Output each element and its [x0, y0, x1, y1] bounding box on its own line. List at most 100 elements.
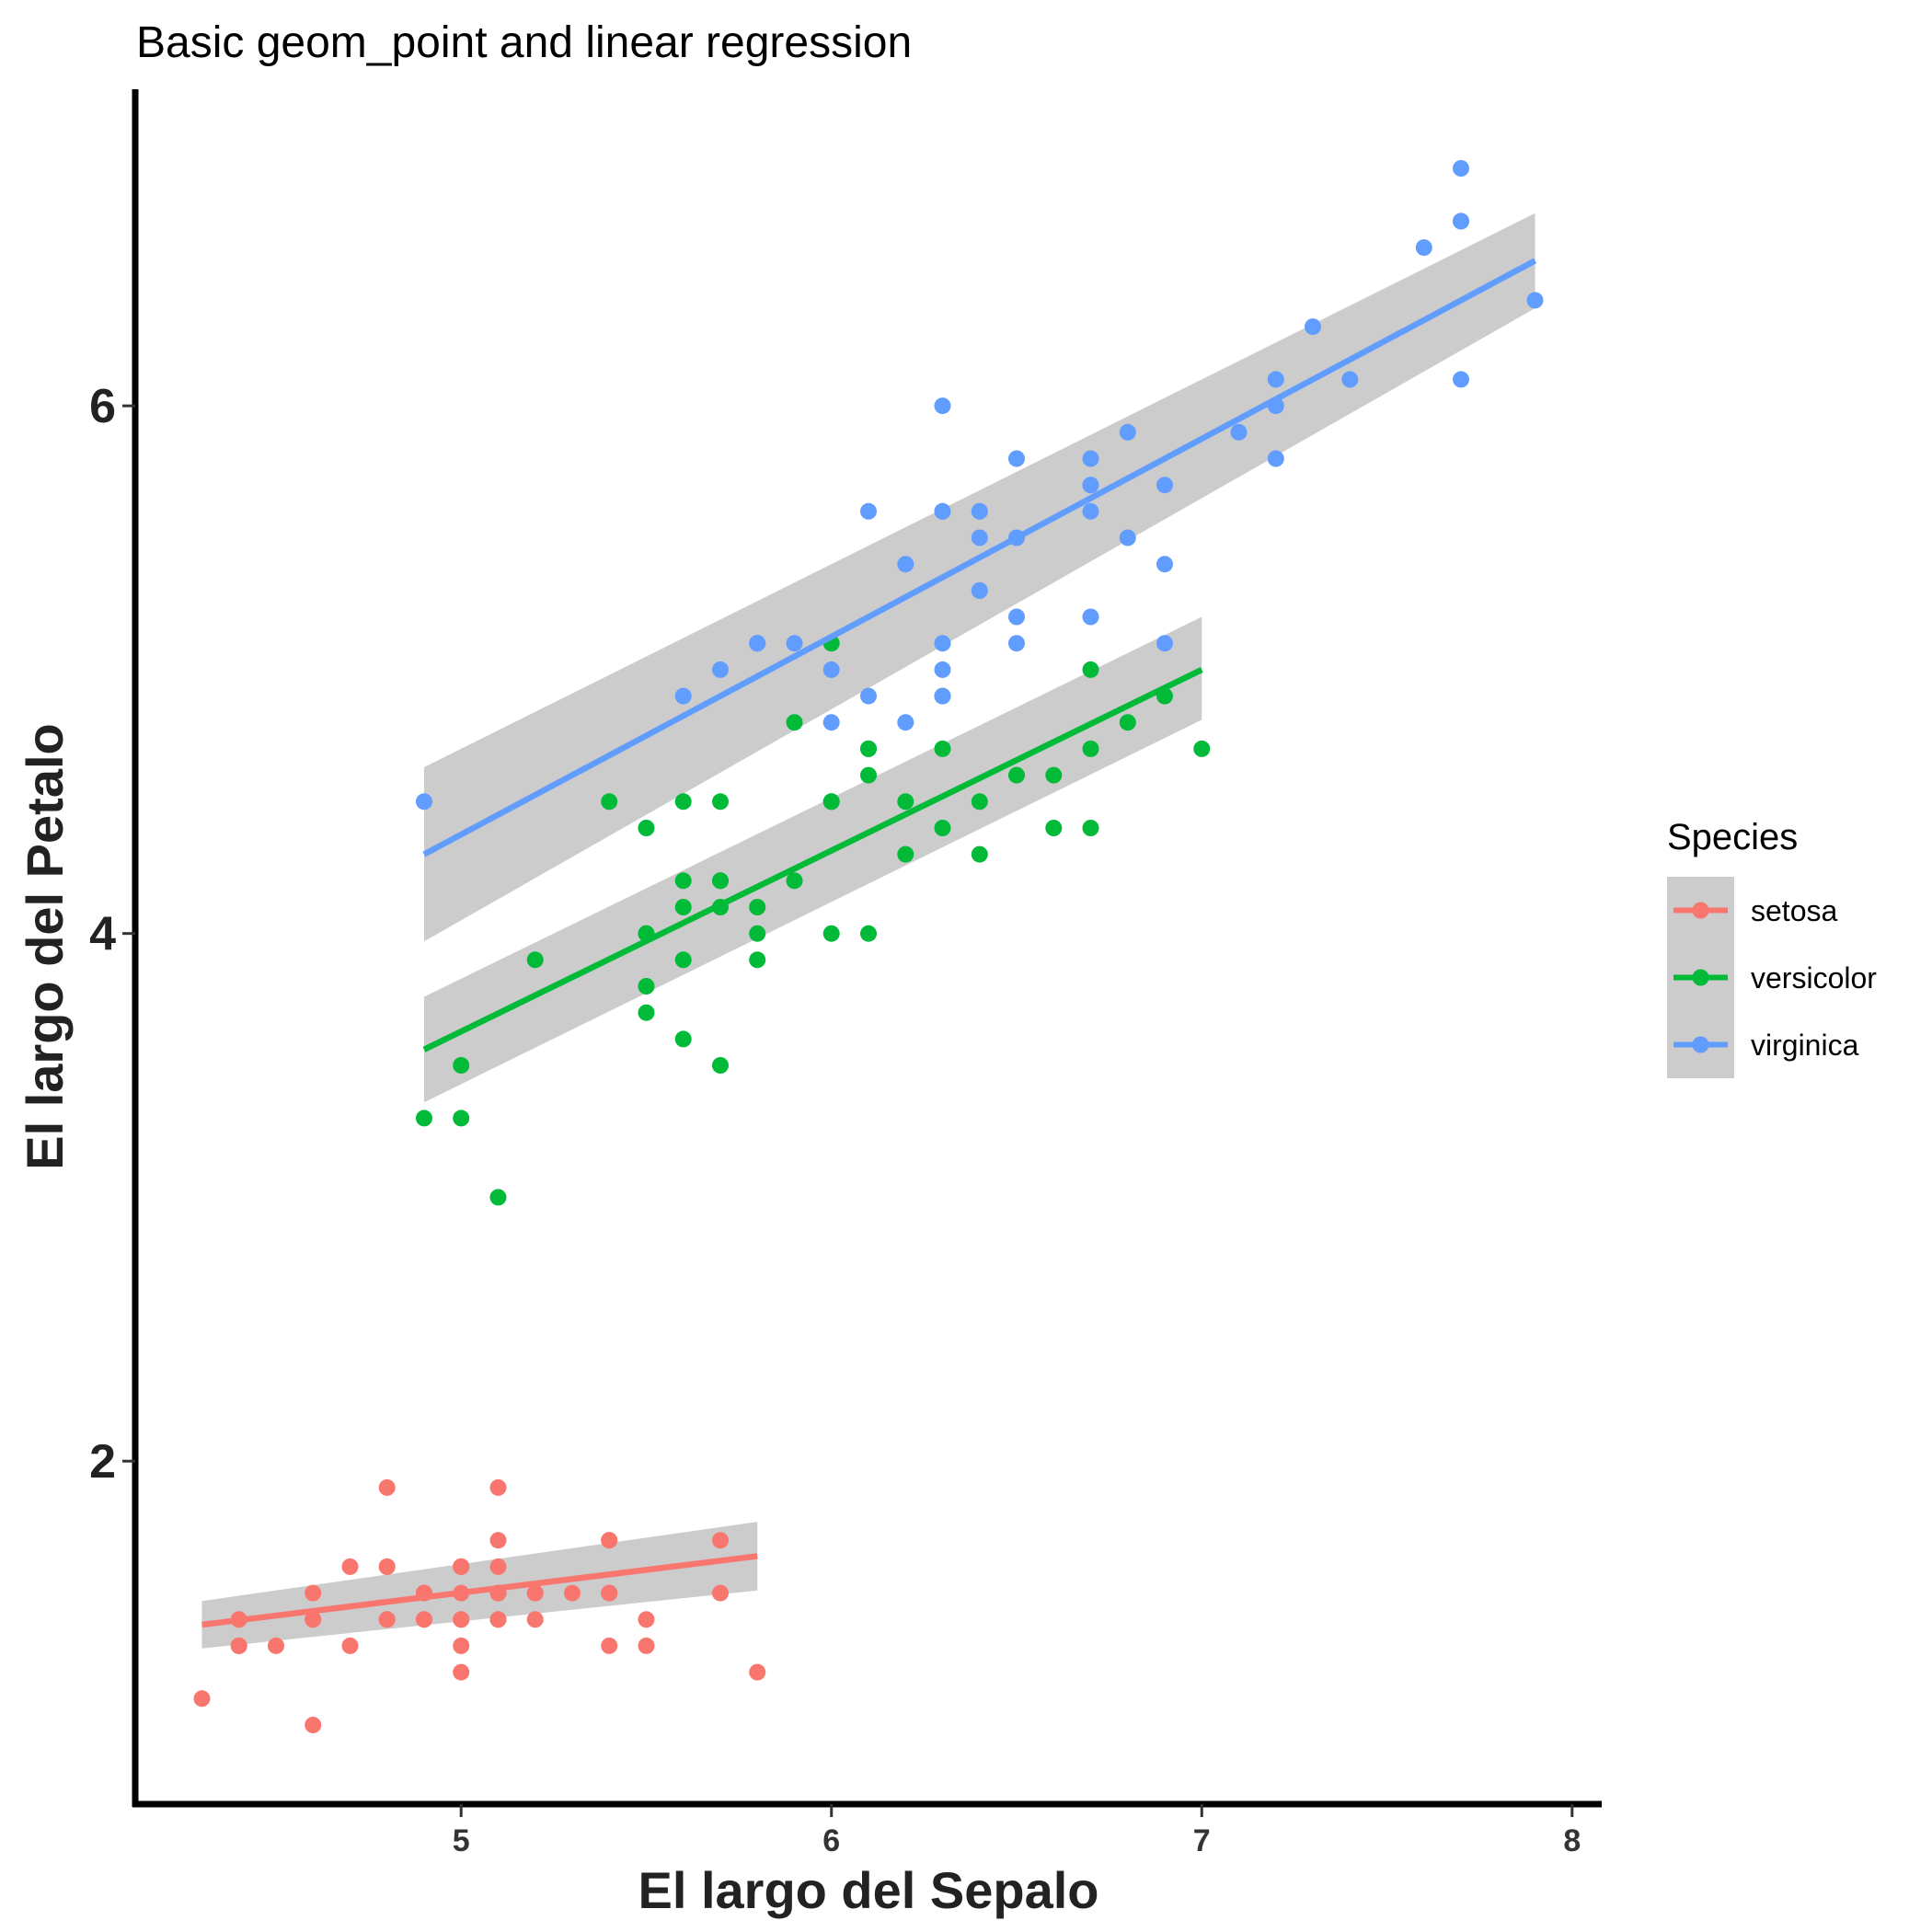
data-point-versicolor — [860, 766, 877, 784]
data-point-virginica — [971, 529, 988, 546]
data-point-virginica — [1008, 635, 1025, 652]
data-point-versicolor — [712, 1057, 729, 1074]
data-point-versicolor — [601, 793, 618, 811]
data-point-setosa — [601, 1584, 618, 1602]
x-axis-ticks: 5 6 7 8 — [453, 1804, 1581, 1858]
data-point-virginica — [1526, 292, 1544, 309]
data-point-setosa — [638, 1611, 655, 1628]
legend-label-virginica: virginica — [1751, 1029, 1859, 1062]
data-point-versicolor — [1045, 820, 1063, 836]
data-point-virginica — [1082, 608, 1099, 626]
data-point-versicolor — [489, 1189, 507, 1206]
y-tick-label: 4 — [89, 908, 116, 961]
data-point-versicolor — [638, 820, 655, 836]
data-point-virginica — [860, 502, 877, 520]
data-point-versicolor — [749, 925, 766, 942]
data-point-virginica — [897, 556, 914, 573]
data-point-virginica — [934, 635, 951, 652]
data-point-versicolor — [1082, 820, 1099, 836]
data-point-virginica — [822, 661, 840, 678]
data-point-versicolor — [674, 899, 692, 915]
data-point-setosa — [526, 1611, 544, 1628]
data-point-virginica — [1119, 529, 1136, 546]
data-point-setosa — [378, 1611, 396, 1628]
y-axis-ticks: 2 4 6 — [89, 380, 135, 1489]
data-point-setosa — [341, 1558, 359, 1575]
regression-line-virginica — [422, 258, 1537, 857]
data-point-versicolor — [860, 925, 877, 942]
data-point-virginica — [1305, 318, 1321, 336]
legend-point-versicolor — [1692, 969, 1709, 986]
data-point-versicolor — [674, 872, 692, 890]
data-point-versicolor — [786, 714, 803, 731]
legend-point-virginica — [1692, 1036, 1709, 1053]
data-point-virginica — [1156, 635, 1173, 652]
regression-line-versicolor — [422, 666, 1203, 1052]
data-point-virginica — [749, 635, 766, 652]
data-point-virginica — [860, 687, 877, 705]
data-point-virginica — [1156, 556, 1173, 573]
data-point-virginica — [934, 687, 951, 705]
data-point-versicolor — [712, 872, 729, 890]
data-point-virginica — [1008, 450, 1025, 467]
data-point-versicolor — [897, 793, 914, 811]
data-point-virginica — [934, 397, 951, 415]
data-point-versicolor — [674, 951, 692, 969]
plot-area — [193, 160, 1544, 1733]
data-point-versicolor — [971, 793, 988, 811]
data-point-virginica — [1453, 213, 1469, 230]
data-point-versicolor — [1082, 661, 1099, 678]
data-point-versicolor — [934, 820, 951, 836]
data-point-versicolor — [638, 978, 655, 995]
data-point-setosa — [453, 1663, 470, 1681]
data-point-setosa — [268, 1637, 284, 1654]
legend: Species setosa versicolor virginica — [1667, 817, 1877, 1078]
data-point-virginica — [712, 661, 729, 678]
data-point-versicolor — [1193, 740, 1211, 757]
data-point-virginica — [822, 714, 840, 731]
data-point-setosa — [712, 1532, 729, 1549]
legend-label-setosa: setosa — [1751, 894, 1837, 927]
data-point-virginica — [1453, 371, 1469, 388]
data-point-setosa — [601, 1637, 618, 1654]
data-point-virginica — [416, 793, 432, 811]
data-point-versicolor — [1119, 714, 1136, 731]
data-point-versicolor — [1008, 766, 1025, 784]
confidence-band-virginica — [423, 213, 1535, 942]
data-point-setosa — [341, 1637, 359, 1654]
data-point-versicolor — [674, 793, 692, 811]
data-point-versicolor — [934, 740, 951, 757]
x-tick-label: 7 — [1193, 1823, 1211, 1858]
data-point-setosa — [489, 1532, 507, 1549]
data-point-setosa — [489, 1478, 507, 1496]
data-point-versicolor — [860, 740, 877, 757]
data-point-virginica — [674, 687, 692, 705]
data-point-virginica — [1156, 477, 1173, 494]
legend-label-versicolor: versicolor — [1751, 961, 1877, 995]
data-point-versicolor — [712, 793, 729, 811]
data-point-versicolor — [749, 899, 766, 915]
data-point-setosa — [712, 1584, 729, 1602]
data-point-virginica — [1267, 371, 1284, 388]
y-axis-title: El largo del Petalo — [16, 723, 74, 1169]
data-point-setosa — [453, 1637, 470, 1654]
data-point-virginica — [1267, 450, 1284, 467]
data-point-virginica — [1082, 450, 1099, 467]
data-point-versicolor — [453, 1110, 470, 1127]
data-point-setosa — [416, 1611, 432, 1628]
y-tick-label: 6 — [89, 380, 116, 433]
data-point-virginica — [786, 635, 803, 652]
data-point-versicolor — [897, 845, 914, 863]
data-point-virginica — [1415, 239, 1432, 257]
data-point-setosa — [564, 1584, 581, 1602]
data-point-setosa — [378, 1558, 396, 1575]
data-point-setosa — [305, 1717, 322, 1733]
regression-lines — [201, 258, 1537, 1628]
x-tick-label: 6 — [822, 1823, 840, 1858]
data-point-virginica — [1082, 502, 1099, 520]
data-point-setosa — [601, 1532, 618, 1549]
data-point-setosa — [526, 1584, 544, 1602]
x-tick-label: 8 — [1563, 1823, 1581, 1858]
x-tick-label: 5 — [453, 1823, 470, 1858]
